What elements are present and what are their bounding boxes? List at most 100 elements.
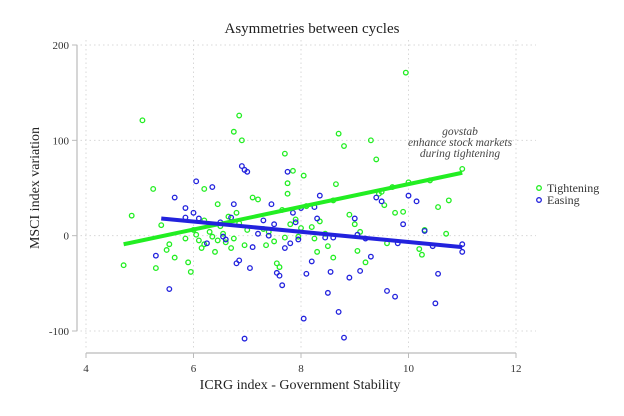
data-point-easing: [341, 334, 347, 341]
data-point-tightening: [287, 221, 294, 228]
data-point-tightening: [228, 245, 235, 252]
data-point-easing: [171, 194, 178, 201]
axes: [72, 44, 517, 358]
data-point-tightening: [362, 259, 369, 266]
data-point-tightening: [330, 254, 337, 261]
y-tick-label: 200: [53, 40, 70, 52]
data-point-tightening: [238, 137, 245, 144]
data-point-tightening: [295, 233, 302, 240]
fit-lines: [123, 170, 463, 250]
data-point-easing: [421, 227, 428, 234]
data-point-tightening: [281, 234, 288, 241]
data-point-tightening: [435, 204, 442, 211]
data-point-tightening: [341, 143, 347, 150]
legend-marker-easing: [536, 197, 542, 203]
data-point-tightening: [128, 212, 135, 219]
data-point-tightening: [193, 231, 200, 238]
data-point-easing: [255, 230, 261, 237]
data-point-tightening: [209, 233, 216, 240]
data-point-easing: [292, 219, 299, 226]
data-point-tightening: [241, 242, 248, 249]
y-tick-label: -100: [49, 326, 70, 338]
data-point-tightening: [187, 268, 194, 275]
data-point-easing: [190, 209, 197, 216]
x-tick-label: 4: [83, 363, 89, 375]
data-point-tightening: [346, 211, 353, 218]
legend-label-tightening: Tightening: [547, 181, 599, 195]
data-point-tightening: [171, 254, 178, 261]
data-point-easing: [230, 201, 237, 208]
data-point-tightening: [236, 112, 243, 119]
data-point-easing: [271, 221, 278, 228]
data-point-easing: [432, 300, 439, 307]
data-point-tightening: [445, 197, 452, 204]
data-point-tightening: [300, 172, 307, 179]
data-point-easing: [246, 265, 253, 272]
data-point-tightening: [354, 247, 361, 254]
data-point-tightening: [206, 228, 213, 235]
data-point-easing: [287, 240, 294, 247]
data-point-easing: [335, 308, 342, 315]
data-point-easing: [392, 293, 399, 300]
data-point-tightening: [284, 190, 291, 197]
fit-line-easing: [161, 216, 463, 250]
data-point-easing: [182, 205, 189, 211]
data-point-tightening: [459, 165, 466, 172]
data-point-easing: [289, 209, 296, 216]
data-point-easing: [295, 236, 302, 243]
data-point-tightening: [308, 224, 315, 231]
data-point-easing: [378, 198, 385, 205]
legend: Tightening Easing: [536, 181, 599, 207]
data-point-easing: [244, 168, 251, 175]
data-point-tightening: [273, 260, 280, 267]
data-point-tightening: [182, 235, 189, 242]
data-point-tightening: [163, 247, 170, 253]
data-point-easing: [260, 217, 267, 224]
data-point-tightening: [416, 246, 423, 252]
data-point-tightening: [351, 221, 358, 228]
data-point-easing: [373, 194, 380, 201]
data-point-easing: [284, 168, 291, 175]
data-point-easing: [236, 257, 243, 264]
data-point-tightening: [324, 243, 331, 250]
data-point-easing: [300, 315, 307, 322]
data-point-easing: [413, 198, 420, 205]
data-point-tightening: [150, 186, 157, 192]
data-point-tightening: [276, 264, 283, 271]
x-tick-label: 6: [191, 363, 197, 375]
data-point-tightening: [201, 241, 208, 248]
data-point-easing: [324, 289, 331, 296]
y-tick-label: 0: [64, 231, 70, 243]
chart-title: Asymmetries between cycles: [225, 21, 400, 37]
data-point-easing: [459, 248, 466, 255]
data-point-tightening: [402, 69, 409, 76]
data-point-tightening: [222, 239, 229, 246]
data-point-tightening: [392, 209, 399, 216]
data-point-tightening: [335, 130, 342, 137]
data-point-easing: [152, 252, 159, 259]
gridlines: [76, 40, 536, 349]
y-axis-label: MSCI index variation: [28, 127, 43, 249]
data-point-tightening: [418, 251, 425, 258]
data-point-tightening: [195, 237, 202, 244]
data-point-tightening: [284, 180, 291, 187]
data-point-easing: [327, 268, 334, 275]
data-point-tightening: [373, 156, 380, 163]
data-point-tightening: [185, 259, 192, 266]
data-point-easing: [268, 201, 275, 208]
data-point-tightening: [220, 230, 227, 237]
data-point-easing: [308, 258, 315, 265]
data-point-tightening: [255, 196, 261, 203]
data-point-tightening: [139, 117, 146, 124]
data-point-tightening: [230, 235, 237, 242]
annotation-line-3: during tightening: [420, 148, 500, 160]
data-point-easing: [346, 274, 353, 281]
data-point-easing: [203, 240, 210, 247]
data-point-tightening: [311, 235, 318, 242]
data-point-easing: [357, 267, 364, 274]
data-point-tightening: [400, 208, 407, 215]
fit-line-tightening: [123, 170, 463, 247]
data-point-easing: [241, 335, 248, 342]
data-point-easing: [238, 163, 245, 170]
tick-labels: 4 6 8 10 12 -100 0 100 200: [49, 40, 522, 375]
